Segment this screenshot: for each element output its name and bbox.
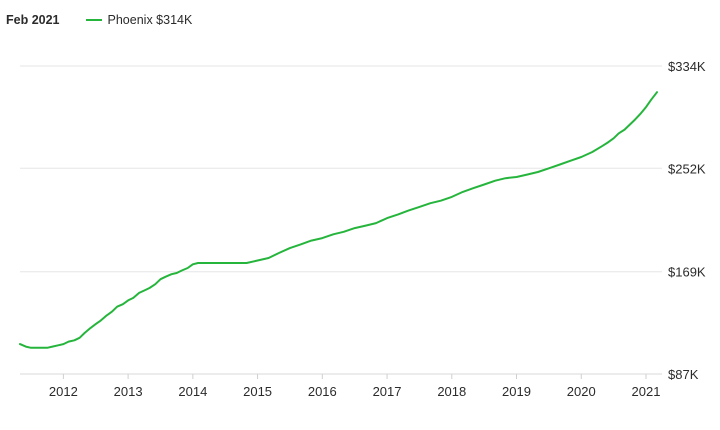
legend: Feb 2021 Phoenix $314K [6, 10, 192, 30]
x-tick-label: 2014 [178, 384, 207, 399]
y-tick-label: $252K [668, 161, 706, 176]
x-tick-label: 2013 [114, 384, 143, 399]
legend-date-label: Feb 2021 [6, 13, 60, 27]
legend-series-label: Phoenix $314K [107, 13, 193, 27]
x-tick-label: 2018 [437, 384, 466, 399]
x-tick-label: 2012 [49, 384, 78, 399]
series-line-phoenix [19, 91, 658, 349]
legend-series-swatch [85, 19, 102, 21]
x-tick-label: 2021 [632, 384, 661, 399]
x-tick-label: 2015 [243, 384, 272, 399]
x-tick-label: 2017 [373, 384, 402, 399]
x-tick-label: 2020 [567, 384, 596, 399]
x-tick-label: 2016 [308, 384, 337, 399]
x-tick-label: 2019 [502, 384, 531, 399]
y-tick-label: $334K [668, 59, 706, 74]
y-tick-label: $87K [668, 367, 699, 382]
y-tick-label: $169K [668, 265, 706, 280]
